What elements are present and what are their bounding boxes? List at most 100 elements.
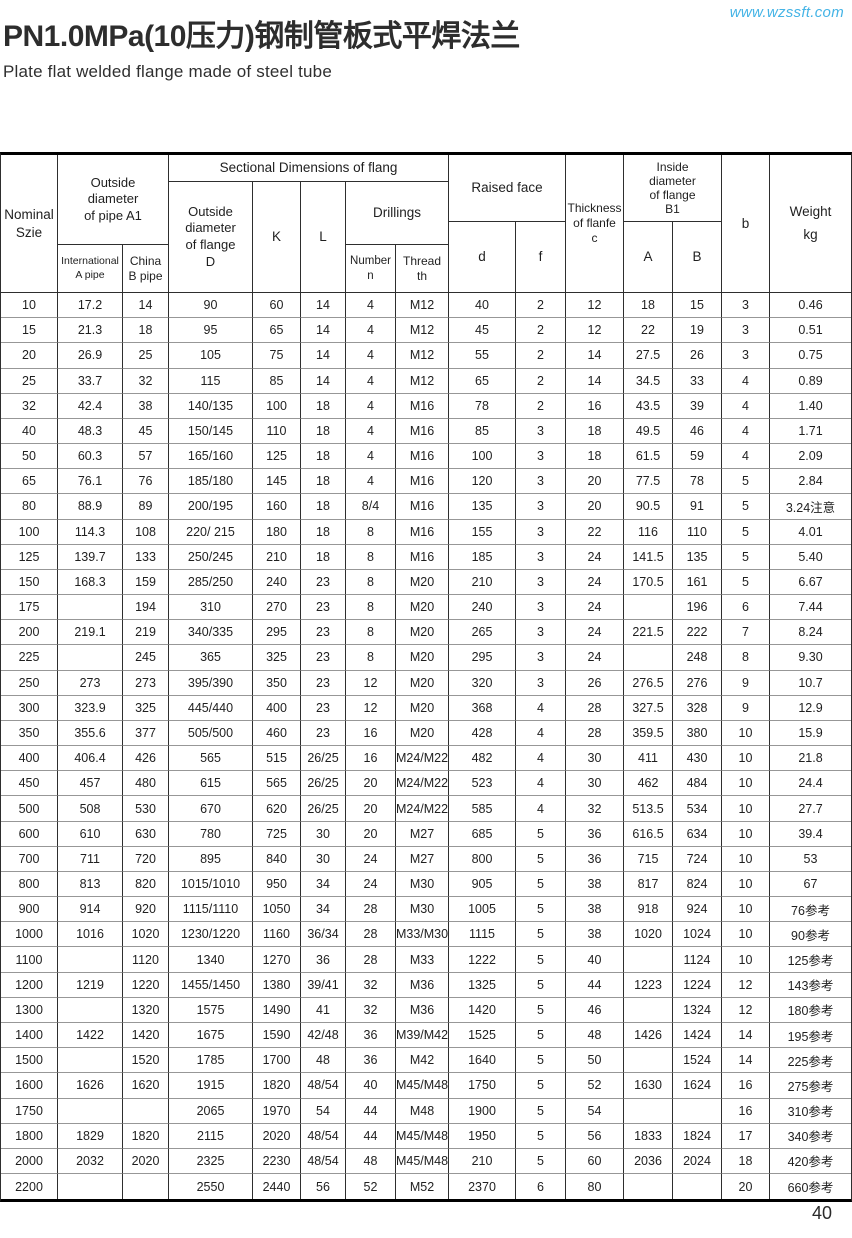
cell-pipe-a: 114.3: [58, 519, 123, 545]
cell-f: 5: [516, 846, 566, 872]
cell-k: 460: [253, 720, 301, 747]
cell-number-n: 28: [346, 922, 396, 948]
cell-f: 5: [516, 871, 566, 898]
cell-l: 42/48: [301, 1022, 346, 1049]
cell-b-capital: 430: [673, 746, 722, 772]
cell-thickness-c: 30: [566, 771, 624, 797]
cell-weight: 660参考: [787, 1181, 834, 1196]
cell-b-small: 18: [722, 1148, 770, 1175]
cell-b-small: 10: [722, 821, 770, 847]
cell-nominal-size: 2200: [1, 1174, 58, 1200]
cell-pipe-b: 159: [123, 569, 169, 596]
cell-d: 155: [449, 519, 516, 545]
cell-b-capital: 1624: [673, 1073, 722, 1099]
cell-l: 18: [301, 444, 346, 470]
cell-k: 515: [253, 746, 301, 772]
cell-d: 135: [449, 494, 516, 520]
cell-weight: 27.7: [770, 796, 851, 822]
cell-b-capital: 1224: [673, 972, 722, 998]
cell-thread: M16: [396, 393, 449, 419]
cell-weight: 3.24注意: [770, 494, 851, 520]
cell-pipe-a: 139.7: [58, 544, 123, 570]
cell-number-n: 24: [346, 846, 396, 872]
cell-flange-d: 105: [169, 343, 253, 369]
cell-pipe-b: 1420: [123, 1022, 169, 1049]
cell-b-small: 5: [722, 519, 770, 545]
cell-l: 41: [301, 997, 346, 1023]
cell-thread: M27: [396, 821, 449, 847]
cell-l: 30: [301, 846, 346, 872]
cell-b-small: 10: [722, 897, 770, 923]
cell-number-n: 20: [346, 771, 396, 797]
cell-l: 18: [301, 494, 346, 520]
cell-l: 26/25: [301, 746, 346, 772]
cell-pipe-a: [58, 947, 123, 973]
cell-f: 2: [516, 318, 566, 344]
cell-weight: 310参考: [770, 1099, 851, 1124]
cell-d: 210: [449, 1148, 516, 1175]
cell-pipe-a: 711: [58, 846, 123, 872]
cell-flange-d: 95: [169, 318, 253, 344]
cell-b-capital: 135: [673, 544, 722, 570]
cell-flange-d: 140/135: [169, 393, 253, 419]
cell-thread: M20: [396, 645, 449, 671]
cell-b-capital: 276: [673, 670, 722, 696]
cell-nominal-size: 800: [1, 871, 58, 898]
cell-number-n: 48: [346, 1148, 396, 1175]
cell-d: 1900: [449, 1098, 516, 1124]
cell-thickness-c: 36: [566, 846, 624, 872]
cell-flange-d: 340/335: [169, 620, 253, 646]
cell-d: 428: [449, 720, 516, 747]
cell-pipe-a: [58, 595, 123, 621]
cell-b-capital: 222: [673, 620, 722, 646]
cell-k: 400: [253, 695, 301, 721]
page-number: 40: [811, 1203, 832, 1223]
cell-flange-d: 1230/1220: [169, 922, 253, 948]
cell-flange-d: 615: [169, 771, 253, 797]
cell-d: 1325: [449, 972, 516, 998]
cell-thickness-c: 14: [566, 343, 624, 369]
cell-nominal-size: 25: [1, 368, 58, 394]
cell-flange-d: 115: [169, 368, 253, 394]
cell-number-n: 16: [346, 746, 396, 772]
cell-thickness-c: 12: [566, 293, 624, 319]
page-title: PN1.0MPa(10压力)钢制管板式平焊法兰: [3, 20, 520, 53]
cell-flange-d: 150/145: [169, 418, 253, 445]
cell-b-small: 9: [722, 670, 770, 696]
cell-thickness-c: 28: [566, 720, 624, 747]
cell-weight: 8.24: [770, 620, 851, 646]
cell-b-capital: 724: [673, 846, 722, 872]
cell-d: 1420: [449, 997, 516, 1023]
cell-flange-d: 365: [169, 645, 253, 671]
cell-thread: M20: [396, 670, 449, 696]
cell-f: 4: [516, 746, 566, 772]
cell-d: 210: [449, 569, 516, 596]
cell-weight: 0.89: [770, 369, 851, 394]
cell-f: 3: [516, 418, 566, 445]
header-thickness-c: Thickness of flanfe c: [566, 155, 624, 293]
cell-weight: 24.4: [770, 771, 851, 797]
cell-l: 14: [301, 318, 346, 344]
cell-thread: M36: [396, 997, 449, 1023]
cell-thread: M45/M48: [396, 1123, 449, 1149]
header-k: K: [253, 182, 301, 293]
cell-pipe-b: 57: [123, 444, 169, 470]
cell-flange-d: 2550: [169, 1174, 253, 1200]
cell-nominal-size: 125: [1, 544, 58, 570]
cell-b-small: 10: [722, 720, 770, 747]
header-d: d: [449, 222, 516, 293]
cell-f: 4: [516, 771, 566, 797]
header-number-n: Number n: [346, 245, 396, 293]
cell-thread: M33: [396, 947, 449, 973]
cell-thickness-c: 36: [566, 821, 624, 847]
cell-weight: 195参考: [770, 1023, 851, 1049]
cell-thread: M12: [396, 368, 449, 394]
cell-weight: 0.46: [770, 293, 851, 319]
cell-b-small: 4: [722, 393, 770, 419]
cell-pipe-a: 273: [58, 670, 123, 696]
cell-thickness-c: 24: [566, 595, 624, 621]
cell-b-small: 20: [722, 1174, 770, 1200]
cell-thickness-c: 54: [566, 1098, 624, 1124]
cell-k: 2230: [253, 1148, 301, 1175]
cell-a: 18: [624, 293, 673, 319]
